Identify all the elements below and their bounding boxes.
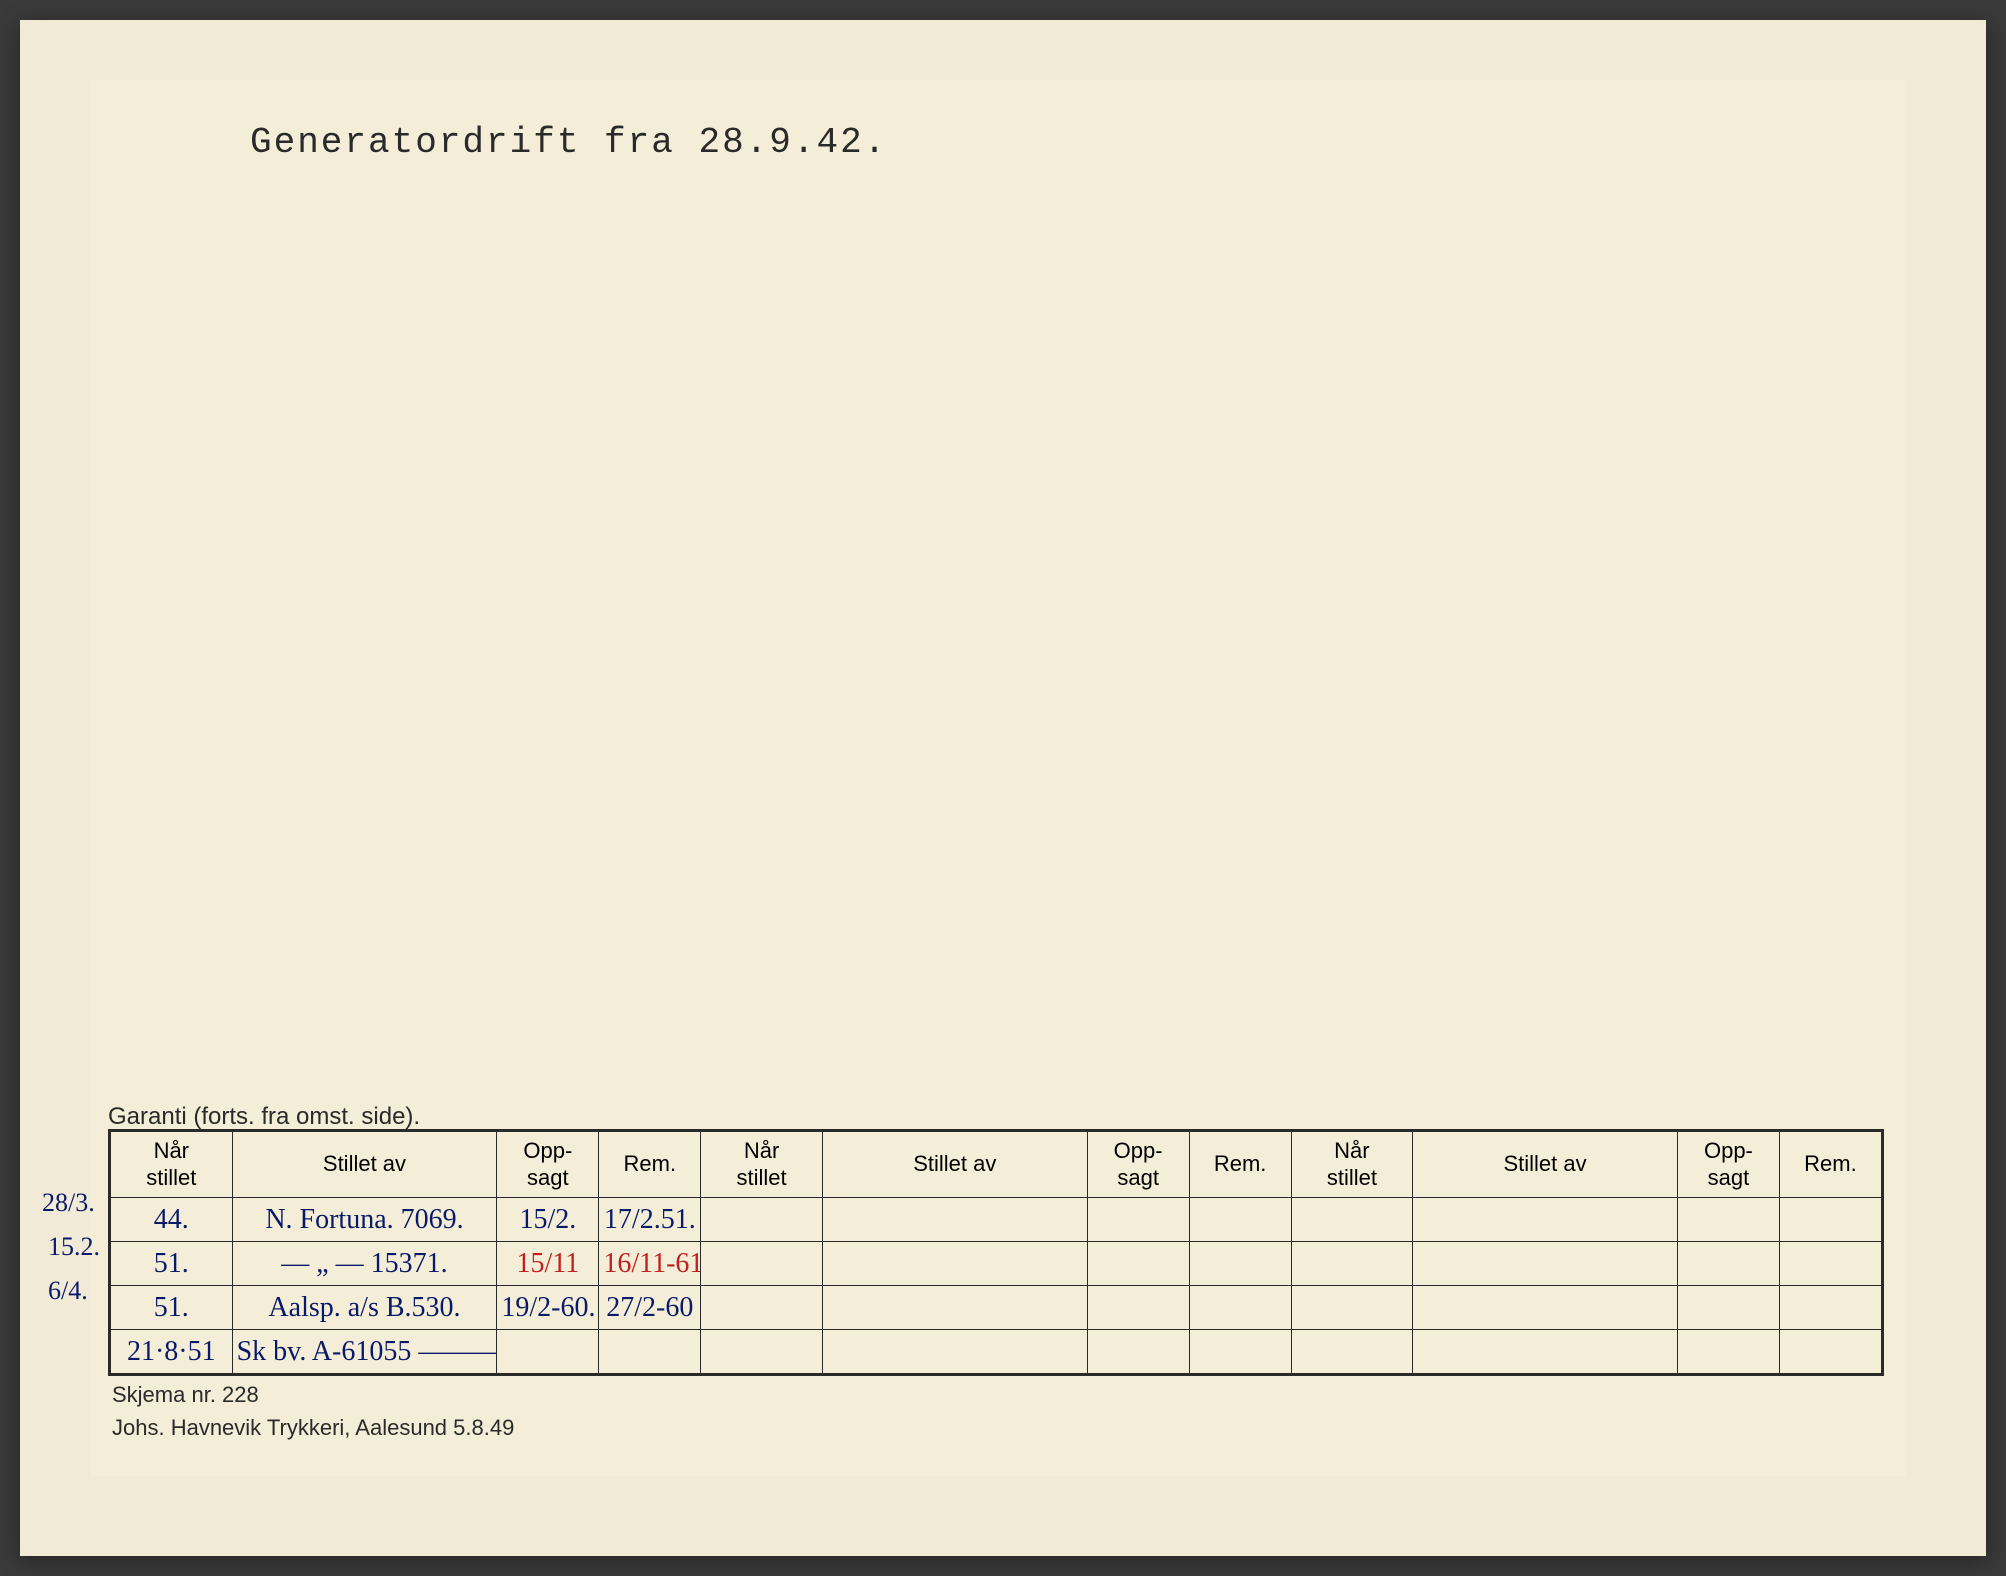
title-text: Generatordrift fra 28.9.42. [250,122,887,163]
table-cell: 16/11-61 [599,1242,701,1286]
table-cell [1087,1286,1189,1330]
table-cell [1189,1198,1291,1242]
footer-text: Skjema nr. 228 Johs. Havnevik Trykkeri, … [112,1378,514,1444]
table-row: 51.Aalsp. a/s B.530.19/2-60.27/2-60 [111,1286,1882,1330]
table-cell [1189,1330,1291,1374]
table-header-cell: Nårstillet [701,1132,823,1198]
table-cell [1413,1198,1678,1242]
table-cell [1291,1286,1413,1330]
margin-note: 28/3. [42,1188,95,1218]
table-cell [497,1330,599,1374]
margin-note: 15.2. [48,1232,100,1262]
table-cell [1779,1198,1881,1242]
table-cell [701,1242,823,1286]
table-header-cell: Stillet av [232,1132,497,1198]
table-cell [599,1330,701,1374]
garanti-label: Garanti (forts. fra omst. side). [108,1103,420,1131]
table-cell [1779,1330,1881,1374]
table-row: 51.— „ — 15371.15/1116/11-61 [111,1242,1882,1286]
table-cell: Aalsp. a/s B.530. [232,1286,497,1330]
table-header-cell: Rem. [1189,1132,1291,1198]
table-cell: — „ — 15371. [232,1242,497,1286]
table-header-cell: Rem. [1779,1132,1881,1198]
table-cell [1413,1242,1678,1286]
table-row: 44.N. Fortuna. 7069.15/2.17/2.51. [111,1198,1882,1242]
table-header-cell: Opp-sagt [497,1132,599,1198]
footer-line-2: Johs. Havnevik Trykkeri, Aalesund 5.8.49 [112,1411,514,1444]
table-cell [822,1198,1087,1242]
table-cell [822,1242,1087,1286]
table-header-cell: Opp-sagt [1087,1132,1189,1198]
scan-page: Generatordrift fra 28.9.42. Garanti (for… [20,20,1986,1556]
table-header-cell: Nårstillet [1291,1132,1413,1198]
table-cell: N. Fortuna. 7069. [232,1198,497,1242]
table-cell: 51. [111,1286,233,1330]
table-cell [1677,1198,1779,1242]
table-cell [822,1330,1087,1374]
table-cell [1779,1242,1881,1286]
garanti-table: NårstilletStillet avOpp-sagtRem.Nårstill… [110,1131,1882,1374]
table-cell [1291,1330,1413,1374]
table-cell [1677,1286,1779,1330]
index-card: Generatordrift fra 28.9.42. Garanti (for… [90,80,1906,1476]
table-cell: 51. [111,1242,233,1286]
table-cell [701,1198,823,1242]
table-cell: 44. [111,1198,233,1242]
table-cell [1291,1198,1413,1242]
table-cell [1413,1330,1678,1374]
table-cell [1677,1242,1779,1286]
table-cell: 27/2-60 [599,1286,701,1330]
table-header-cell: Opp-sagt [1677,1132,1779,1198]
table-cell [1189,1242,1291,1286]
footer-line-1: Skjema nr. 228 [112,1378,514,1411]
table-cell: 21·8·51 [111,1330,233,1374]
table-cell: 15/11 [497,1242,599,1286]
table-cell [1677,1330,1779,1374]
table-cell [822,1286,1087,1330]
table-header-cell: Rem. [599,1132,701,1198]
table-cell [1087,1242,1189,1286]
table-cell [1291,1242,1413,1286]
margin-note: 6/4. [48,1276,88,1306]
table-cell: Sk bv. A-61055 ——— [232,1330,497,1374]
table-cell [701,1286,823,1330]
table-cell: 15/2. [497,1198,599,1242]
table-header-cell: Nårstillet [111,1132,233,1198]
table-cell [1413,1286,1678,1330]
table-cell [1779,1286,1881,1330]
table-cell: 17/2.51. [599,1198,701,1242]
table-row: 21·8·51Sk bv. A-61055 ——— [111,1330,1882,1374]
table-header-row: NårstilletStillet avOpp-sagtRem.Nårstill… [111,1132,1882,1198]
garanti-table-wrap: NårstilletStillet avOpp-sagtRem.Nårstill… [108,1129,1884,1376]
table-header-cell: Stillet av [1413,1132,1678,1198]
table-cell [1087,1198,1189,1242]
table-cell: 19/2-60. [497,1286,599,1330]
table-cell [1189,1286,1291,1330]
table-header-cell: Stillet av [822,1132,1087,1198]
table-cell [701,1330,823,1374]
table-cell [1087,1330,1189,1374]
